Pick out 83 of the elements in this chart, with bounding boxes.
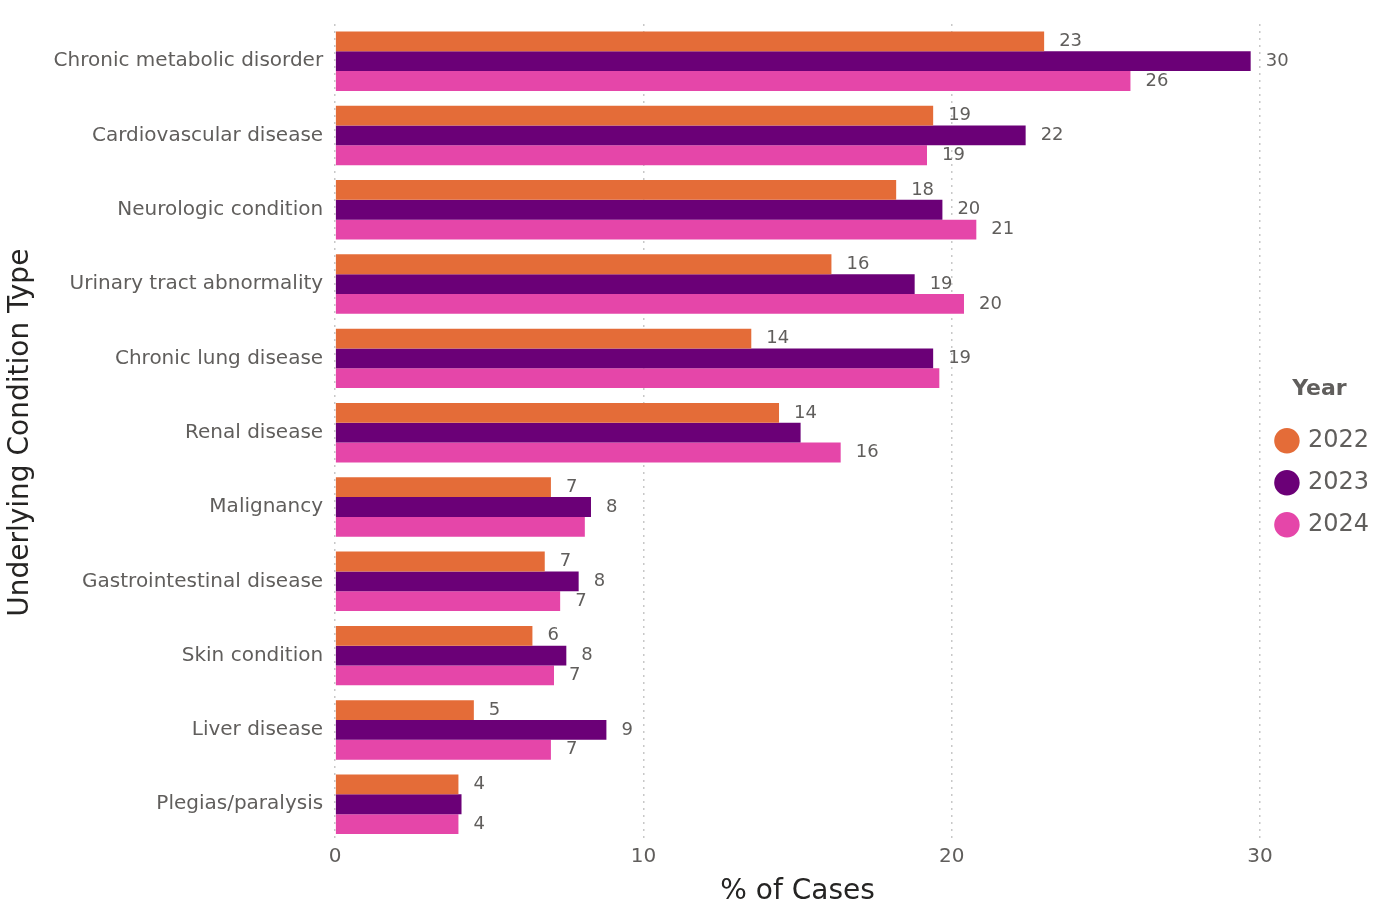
data-label: 14 <box>794 400 817 422</box>
data-label: 7 <box>565 737 578 759</box>
bar <box>335 125 1026 146</box>
data-label: 8 <box>605 494 618 516</box>
data-label: 16 <box>855 440 879 462</box>
x-tick-label: 30 <box>1247 842 1273 867</box>
data-label: 20 <box>957 197 981 219</box>
y-axis-title: Underlying Condition Type <box>2 248 36 617</box>
bar <box>335 348 934 369</box>
bar <box>335 199 943 220</box>
bar <box>335 145 927 166</box>
legend-title: Year <box>1291 375 1347 401</box>
data-label: 4 <box>473 811 485 833</box>
data-label: 19 <box>942 142 965 164</box>
bar <box>335 180 897 200</box>
data-label: 8 <box>581 643 593 665</box>
bar <box>335 71 1131 91</box>
data-label: 7 <box>575 588 587 610</box>
bar <box>335 51 1251 72</box>
y-tick-label: Urinary tract abnormality <box>69 270 324 295</box>
bar <box>335 551 545 572</box>
y-tick-label: Skin condition <box>181 641 324 666</box>
bar <box>335 368 940 389</box>
data-label: 6 <box>547 623 559 645</box>
data-label: 20 <box>978 291 1002 313</box>
data-label: 21 <box>991 217 1015 239</box>
y-tick-label: Plegias/paralysis <box>156 790 324 815</box>
data-label: 4 <box>473 772 485 794</box>
data-label: 26 <box>1145 68 1169 90</box>
data-label: 16 <box>846 251 870 273</box>
data-label: 19 <box>948 103 972 125</box>
data-label: 14 <box>766 326 790 348</box>
bar <box>335 571 579 592</box>
bar <box>335 219 977 240</box>
bar <box>335 700 474 721</box>
data-label: 22 <box>1040 123 1064 145</box>
bar <box>335 31 1045 52</box>
y-tick-label: Chronic lung disease <box>114 344 324 369</box>
x-tick-label: 0 <box>328 842 342 867</box>
bar <box>335 422 801 443</box>
legend-label: 2024 <box>1307 508 1369 537</box>
legend-label: 2023 <box>1307 466 1369 495</box>
y-tick-label: Gastrointestinal disease <box>82 567 324 592</box>
data-label: 7 <box>569 663 581 685</box>
bar <box>335 105 934 126</box>
y-tick-label: Malignancy <box>209 493 324 518</box>
data-label: 7 <box>559 549 572 571</box>
bar <box>335 274 915 294</box>
bar <box>335 328 752 349</box>
bar <box>335 591 561 612</box>
data-label: 30 <box>1265 48 1289 70</box>
bar <box>335 497 591 517</box>
bar <box>335 665 554 686</box>
data-label: 9 <box>621 717 633 739</box>
y-tick-label: Renal disease <box>185 418 324 443</box>
y-tick-label: Chronic metabolic disorder <box>53 47 324 72</box>
data-label: 7 <box>565 474 578 496</box>
bar <box>335 625 533 646</box>
legend-label: 2022 <box>1307 424 1369 453</box>
x-tick-label: 20 <box>938 842 965 867</box>
data-label: 19 <box>948 346 972 368</box>
bar <box>335 442 841 463</box>
data-label: 19 <box>929 271 953 293</box>
bar <box>335 720 607 740</box>
y-tick-label: Neurologic condition <box>117 195 324 220</box>
bar <box>335 739 551 760</box>
y-tick-label: Liver disease <box>191 716 324 741</box>
data-label: 5 <box>488 697 501 719</box>
bar <box>335 774 459 795</box>
bar <box>335 477 551 498</box>
x-tick-label: 10 <box>630 842 657 867</box>
bar <box>335 794 462 815</box>
bar <box>335 402 780 423</box>
data-label: 23 <box>1059 29 1083 51</box>
data-label: 8 <box>593 568 606 590</box>
y-tick-label: Cardiovascular disease <box>92 121 324 146</box>
bar <box>335 645 567 666</box>
bar <box>335 814 459 834</box>
x-axis-title: % of Cases <box>720 873 875 907</box>
bar <box>335 293 964 314</box>
data-label: 18 <box>911 177 935 199</box>
bar <box>335 254 832 275</box>
bar <box>335 516 585 537</box>
